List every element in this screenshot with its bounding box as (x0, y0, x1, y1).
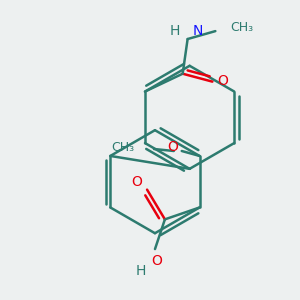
Text: H: H (136, 264, 146, 278)
Text: CH₃: CH₃ (230, 21, 253, 34)
Text: O: O (217, 74, 228, 88)
Text: O: O (152, 254, 162, 268)
Text: CH₃: CH₃ (111, 140, 134, 154)
Text: H: H (169, 24, 180, 38)
Text: O: O (167, 140, 178, 154)
Text: N: N (193, 24, 203, 38)
Text: O: O (132, 175, 142, 189)
